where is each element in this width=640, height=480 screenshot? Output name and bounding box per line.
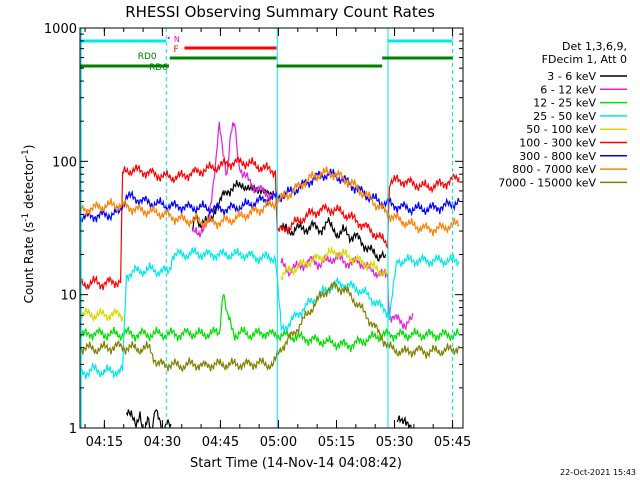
- attenuator-label-0: N: [174, 35, 180, 44]
- series-line-8: [80, 281, 460, 373]
- legend-label-8: 7000 - 15000 keV: [498, 176, 596, 189]
- series-line-4: [80, 246, 389, 323]
- y-tick-label-3: 1000: [44, 22, 77, 37]
- series-line-6: [80, 168, 460, 223]
- legend-header-line-1: Det 1,3,6,9,: [562, 40, 627, 53]
- y-axis-label: Count Rate (s-1 detector-1): [21, 145, 36, 304]
- plot-frame: [79, 27, 464, 429]
- y-axis-label-prefix: Count Rate (s: [22, 222, 36, 304]
- x-axis-label: Start Time (14-Nov-14 04:08:42): [190, 456, 402, 471]
- series-line-0: [125, 180, 412, 428]
- y-axis-label-middle: detector: [22, 158, 36, 213]
- y-axis-label-suffix: ): [22, 145, 36, 150]
- legend: Det 1,3,6,9, FDecim 1, Att 0 3 - 6 keV6 …: [498, 40, 627, 189]
- y-tick-label-1: 10: [60, 289, 77, 304]
- series-line-7: [80, 166, 460, 237]
- x-tick-label-6: 05:45: [434, 435, 471, 450]
- series-line-2: [80, 294, 460, 353]
- y-tick-label-0: 1: [69, 422, 77, 437]
- chart-title: RHESSI Observing Summary Count Rates: [125, 3, 435, 21]
- footer-timestamp: 22-Oct-2021 15:43: [560, 468, 636, 477]
- series-line-1: [191, 121, 414, 332]
- state-bar-label-3: RD0: [138, 52, 157, 62]
- y-axis-label-exponent-1: -1: [21, 213, 31, 222]
- x-tick-label-1: 04:30: [144, 435, 181, 450]
- state-bar-label-4: RD6: [149, 63, 168, 73]
- x-tick-label-2: 04:45: [202, 435, 239, 450]
- legend-label-0: 3 - 6 keV: [547, 70, 596, 83]
- x-tick-label-0: 04:15: [86, 435, 123, 450]
- legend-label-5: 100 - 300 keV: [519, 137, 596, 150]
- legend-label-3: 25 - 50 keV: [533, 110, 596, 123]
- legend-label-6: 300 - 800 keV: [519, 150, 596, 163]
- legend-label-1: 6 - 12 keV: [540, 83, 596, 96]
- series-line-3: [80, 247, 460, 380]
- state-bar-label-2: F: [173, 45, 178, 55]
- series-layer: [80, 121, 460, 428]
- legend-label-7: 800 - 7000 keV: [512, 163, 596, 176]
- series-line-5: [80, 156, 460, 291]
- y-axis-label-exponent-2: -1: [21, 149, 31, 158]
- x-tick-label-3: 05:00: [260, 435, 297, 450]
- x-tick-label-5: 05:30: [376, 435, 413, 450]
- legend-label-2: 12 - 25 keV: [533, 97, 596, 110]
- x-tick-label-4: 05:15: [318, 435, 355, 450]
- legend-label-4: 50 - 100 keV: [526, 123, 596, 136]
- y-tick-label-2: 100: [52, 155, 77, 170]
- axes-layer: 1 10 100 1000 04:15 04:30 04:45 05:00 05:15 05:30…: [44, 22, 471, 450]
- legend-header-line-2: FDecim 1, Att 0: [542, 53, 627, 66]
